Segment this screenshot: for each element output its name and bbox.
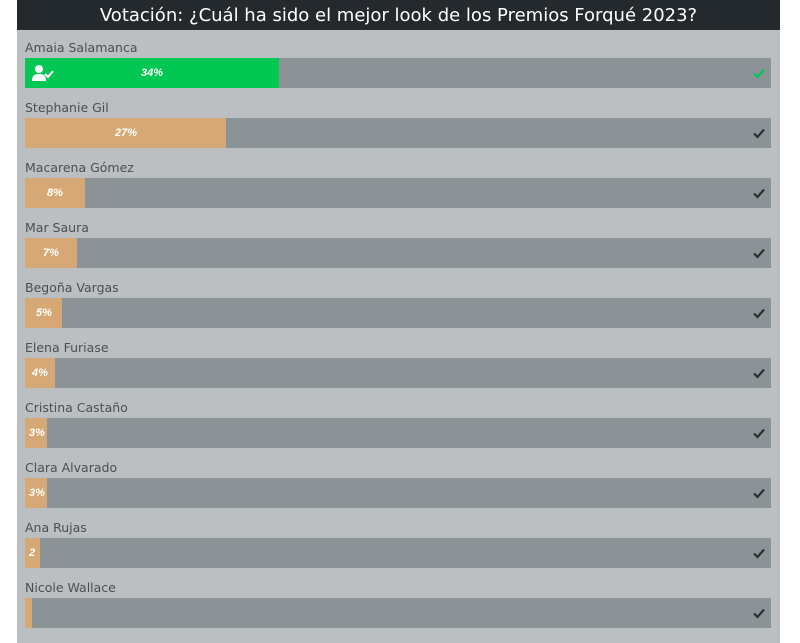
option-label: Begoña Vargas — [25, 280, 119, 295]
vote-percentage: 34% — [140, 67, 164, 79]
check-icon[interactable] — [753, 247, 765, 259]
check-icon[interactable] — [753, 487, 765, 499]
vote-percentage: 3% — [29, 487, 45, 499]
poll-widget: Votación: ¿Cuál ha sido el mejor look de… — [17, 0, 780, 643]
poll-option[interactable]: Nicole Wallace — [25, 573, 771, 633]
vote-bar-fill — [25, 118, 226, 148]
check-icon[interactable] — [753, 547, 765, 559]
vote-percentage: 2 — [29, 547, 36, 559]
poll-option[interactable]: Cristina Castaño 3% — [25, 393, 771, 453]
vote-bar[interactable]: 3% — [25, 418, 771, 448]
poll-option[interactable]: Stephanie Gil 27% — [25, 93, 771, 153]
vote-percentage: 7% — [43, 247, 59, 259]
vote-percentage: 4% — [32, 367, 48, 379]
vote-bar-fill — [25, 238, 77, 268]
check-icon[interactable] — [753, 127, 765, 139]
user-check-icon — [32, 65, 54, 81]
check-icon[interactable] — [753, 427, 765, 439]
option-label: Amaia Salamanca — [25, 40, 138, 55]
check-icon[interactable] — [753, 367, 765, 379]
check-icon[interactable] — [753, 607, 765, 619]
vote-bar[interactable]: 8% — [25, 178, 771, 208]
poll-option[interactable]: Clara Alvarado 3% — [25, 453, 771, 513]
vote-bar[interactable]: 4% — [25, 358, 771, 388]
vote-bar[interactable]: 7% — [25, 238, 771, 268]
vote-bar[interactable] — [25, 598, 771, 628]
vote-bar[interactable]: 34% — [25, 58, 771, 88]
vote-bar[interactable]: 27% — [25, 118, 771, 148]
option-label: Mar Saura — [25, 220, 89, 235]
check-icon[interactable] — [753, 307, 765, 319]
poll-option[interactable]: Mar Saura 7% — [25, 213, 771, 273]
vote-percentage: 27% — [114, 127, 138, 139]
vote-bar-fill — [25, 418, 47, 448]
vote-percentage — [29, 598, 34, 628]
poll-title: Votación: ¿Cuál ha sido el mejor look de… — [17, 0, 780, 30]
vote-bar-fill — [25, 298, 62, 328]
vote-bar[interactable]: 3% — [25, 478, 771, 508]
vote-bar-fill — [25, 178, 85, 208]
poll-option[interactable]: Amaia Salamanca 34% — [25, 33, 771, 93]
option-label: Macarena Gómez — [25, 160, 134, 175]
poll-option[interactable]: Ana Rujas 2 — [25, 513, 771, 573]
option-label: Elena Furiase — [25, 340, 109, 355]
check-icon[interactable] — [753, 187, 765, 199]
option-label: Ana Rujas — [25, 520, 87, 535]
poll-option[interactable]: Begoña Vargas 5% — [25, 273, 771, 333]
vote-percentage: 5% — [36, 307, 52, 319]
vote-percentage: 3% — [29, 427, 45, 439]
vote-bar-fill — [25, 478, 47, 508]
option-label: Cristina Castaño — [25, 400, 128, 415]
vote-percentage: 8% — [47, 187, 63, 199]
vote-bar-fill — [25, 358, 55, 388]
option-label: Clara Alvarado — [25, 460, 118, 475]
option-label: Stephanie Gil — [25, 100, 109, 115]
vote-bar-fill — [25, 538, 40, 568]
vote-bar-fill — [25, 58, 279, 88]
option-label: Nicole Wallace — [25, 580, 116, 595]
poll-option[interactable]: Elena Furiase 4% — [25, 333, 771, 393]
poll-option[interactable]: Macarena Gómez 8% — [25, 153, 771, 213]
vote-bar-fill — [25, 598, 32, 628]
vote-bar[interactable]: 2 — [25, 538, 771, 568]
check-icon[interactable] — [753, 67, 765, 79]
vote-bar[interactable]: 5% — [25, 298, 771, 328]
